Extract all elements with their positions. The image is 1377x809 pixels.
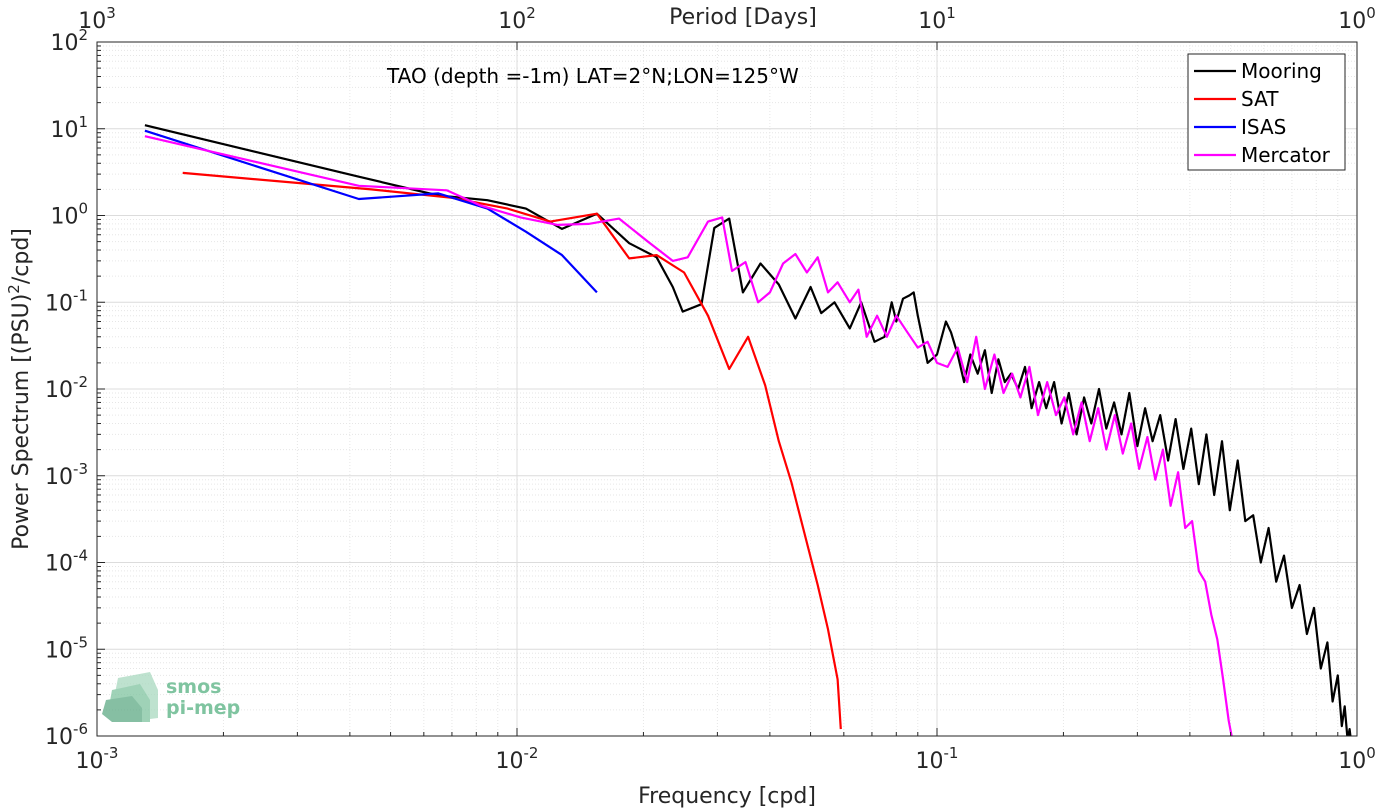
- x-tick-label: 10-1: [916, 744, 959, 774]
- legend: Mooring SAT ISAS Mercator: [1187, 53, 1346, 171]
- y-axis-label: Power Spectrum [(PSU)2/cpd]: [5, 228, 34, 550]
- series-layer: [144, 124, 1352, 736]
- smos-pi-mep-watermark: smos pi-mep: [102, 672, 240, 722]
- y-tick-label: 10-6: [45, 720, 88, 750]
- y-tick-label: 10-4: [45, 547, 88, 577]
- chart-title: TAO (depth =-1m) LAT=2°N;LON=125°W: [386, 64, 799, 88]
- y-tick-label: 10-1: [45, 286, 88, 316]
- minor-grid: [97, 42, 1357, 736]
- x-tick-labels: 10-3 10-2 10-1 100: [76, 744, 1376, 774]
- x-axis-label: Frequency [cpd]: [638, 784, 816, 809]
- y-tick-label: 10-2: [45, 373, 88, 403]
- y-tick-label: 10-3: [45, 460, 88, 490]
- x2-tick-label: 100: [1338, 4, 1376, 34]
- y-tick-label: 100: [50, 200, 88, 230]
- y-tick-label: 10-5: [45, 633, 88, 663]
- x-tick-label: 100: [1338, 744, 1376, 774]
- y-tick-labels: 10-6 10-5 10-4 10-3 10-2 10-1 100 101 102: [45, 26, 88, 750]
- series-line-sat: [182, 171, 842, 730]
- watermark-line2: pi-mep: [166, 697, 240, 719]
- legend-box: [1187, 53, 1346, 171]
- x-tick-label: 10-3: [76, 744, 119, 774]
- legend-label-sat: SAT: [1241, 87, 1279, 111]
- x2-tick-label: 101: [918, 4, 956, 34]
- x2-tick-labels: 103 102 101 100: [78, 4, 1376, 34]
- y-tick-label: 102: [50, 26, 88, 56]
- legend-label-mercator: Mercator: [1241, 143, 1331, 167]
- x-tick-label: 10-2: [496, 744, 539, 774]
- series-line-mercator: [144, 135, 1233, 736]
- x2-tick-label: 103: [78, 4, 116, 34]
- tick-marks: [96, 41, 1358, 737]
- y-tick-label: 101: [50, 113, 88, 143]
- x2-axis-label: Period [Days]: [669, 5, 817, 30]
- smos-logo-icon: [102, 672, 158, 722]
- series-line-mooring: [144, 124, 1352, 736]
- legend-label-isas: ISAS: [1241, 115, 1286, 139]
- watermark-line1: smos: [166, 676, 221, 698]
- x2-tick-label: 102: [498, 4, 536, 34]
- legend-label-mooring: Mooring: [1241, 59, 1322, 83]
